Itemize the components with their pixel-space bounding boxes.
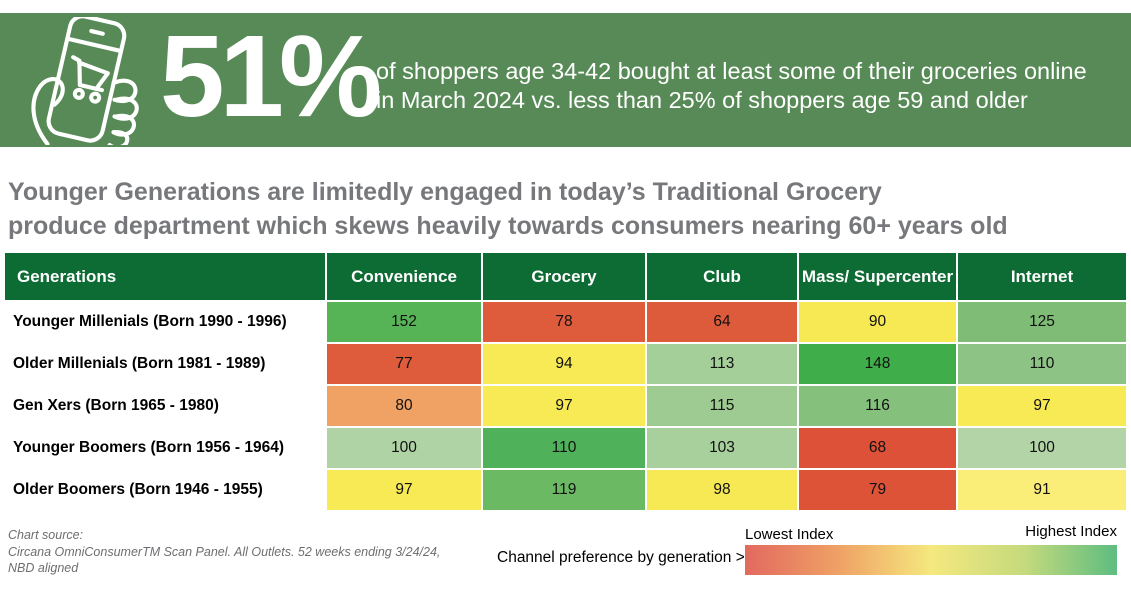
row-label-younger-boomers: Younger Boomers (Born 1956 - 1964) bbox=[5, 428, 325, 468]
row-label-gen-xers: Gen Xers (Born 1965 - 1980) bbox=[5, 386, 325, 426]
column-header-convenience: Convenience bbox=[327, 253, 481, 300]
heatmap-cell: 100 bbox=[327, 428, 481, 468]
heatmap-cell: 113 bbox=[647, 344, 797, 384]
heatmap-cell: 116 bbox=[799, 386, 956, 426]
page-title-line2: produce department which skews heavily t… bbox=[8, 211, 1008, 240]
legend-caption: Channel preference by generation > bbox=[497, 549, 745, 566]
heatmap-cell: 97 bbox=[327, 470, 481, 510]
heatmap-cell: 97 bbox=[958, 386, 1126, 426]
legend-highest-label: Highest Index bbox=[1025, 523, 1117, 540]
heatmap-cell: 119 bbox=[483, 470, 645, 510]
heatmap-cell: 125 bbox=[958, 302, 1126, 342]
stat-description-line1: of shoppers age 34-42 bought at least so… bbox=[376, 58, 1087, 84]
legend-gradient-bar bbox=[745, 545, 1117, 575]
heatmap-cell: 115 bbox=[647, 386, 797, 426]
heatmap-cell: 103 bbox=[647, 428, 797, 468]
row-label-older-boomers: Older Boomers (Born 1946 - 1955) bbox=[5, 470, 325, 510]
heatmap-cell: 97 bbox=[483, 386, 645, 426]
heatmap-cell: 148 bbox=[799, 344, 956, 384]
chart-source-line1: Chart source: bbox=[8, 528, 84, 542]
heatmap-cell: 90 bbox=[799, 302, 956, 342]
stat-banner: 51% of shoppers age 34-42 bought at leas… bbox=[0, 11, 1131, 147]
stat-value: 51% bbox=[160, 11, 382, 141]
heatmap-cell: 152 bbox=[327, 302, 481, 342]
column-header-mass-supercenter: Mass/ Supercenter bbox=[799, 253, 956, 300]
heatmap-cell: 94 bbox=[483, 344, 645, 384]
stat-description: of shoppers age 34-42 bought at least so… bbox=[376, 57, 1087, 114]
page-title-line1: Younger Generations are limitedly engage… bbox=[8, 178, 882, 206]
column-header-internet: Internet bbox=[958, 253, 1126, 300]
legend-lowest-label: Lowest Index bbox=[745, 526, 834, 543]
heatmap-cell: 110 bbox=[958, 344, 1126, 384]
heatmap-cell: 80 bbox=[327, 386, 481, 426]
chart-source-line3: NBD aligned bbox=[8, 561, 79, 575]
hand-holding-phone-shopping-cart-icon bbox=[31, 17, 139, 145]
heatmap-cell: 110 bbox=[483, 428, 645, 468]
column-header-club: Club bbox=[647, 253, 797, 300]
column-header-grocery: Grocery bbox=[483, 253, 645, 300]
heatmap-cell: 68 bbox=[799, 428, 956, 468]
heatmap-cell: 64 bbox=[647, 302, 797, 342]
heatmap-cell: 91 bbox=[958, 470, 1126, 510]
heatmap-cell: 100 bbox=[958, 428, 1126, 468]
column-header-generations: Generations bbox=[5, 253, 325, 300]
stat-description-line2: in March 2024 vs. less than 25% of shopp… bbox=[376, 86, 1028, 113]
chart-source-note: Chart source: Circana OmniConsumerTM Sca… bbox=[8, 527, 440, 577]
heatmap-cell: 78 bbox=[483, 302, 645, 342]
heatmap-cell: 98 bbox=[647, 470, 797, 510]
heatmap-table: Generations Convenience Grocery Club Mas… bbox=[5, 253, 1126, 510]
chart-source-line2: Circana OmniConsumerTM Scan Panel. All O… bbox=[8, 544, 441, 559]
row-label-younger-millenials: Younger Millenials (Born 1990 - 1996) bbox=[5, 302, 325, 342]
heatmap-cell: 77 bbox=[327, 344, 481, 384]
page-title: Younger Generations are limitedly engage… bbox=[8, 176, 1008, 243]
row-label-older-millenials: Older Millenials (Born 1981 - 1989) bbox=[5, 344, 325, 384]
heatmap-cell: 79 bbox=[799, 470, 956, 510]
